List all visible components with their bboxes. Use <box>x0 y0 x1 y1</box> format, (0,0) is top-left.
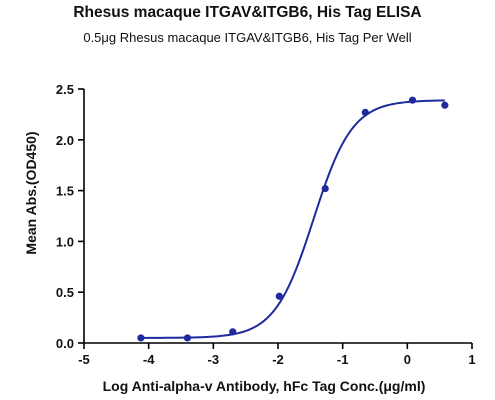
fit-curve <box>140 99 445 339</box>
y-tick-label: 0.5 <box>56 285 74 300</box>
y-axis-label: Mean Abs.(OD450) <box>23 131 39 254</box>
x-tick-label: -2 <box>272 352 284 367</box>
data-point <box>321 184 329 193</box>
y-tick-label: 0.0 <box>56 336 74 351</box>
chart-subtitle: 0.5μg Rhesus macaque ITGAV&ITGB6, His Ta… <box>83 30 412 45</box>
y-tick-label: 1.5 <box>56 184 74 199</box>
x-tick-label: -5 <box>78 352 90 367</box>
data-point <box>183 334 192 342</box>
data-point <box>229 328 237 336</box>
x-axis-label: Log Anti-alpha-v Antibody, hFc Tag Conc.… <box>103 378 426 394</box>
x-tick-label: 0 <box>404 352 411 367</box>
axes: 0.0 0.5 1.0 1.5 2.0 2.5 -5 -4 -3 -2 -1 0 1 <box>56 82 476 367</box>
chart-title: Rhesus macaque ITGAV&ITGB6, His Tag ELIS… <box>73 4 422 21</box>
data-point <box>137 334 145 342</box>
data-marks <box>137 96 449 342</box>
data-point <box>408 96 417 104</box>
y-tick-label: 2.5 <box>56 82 74 97</box>
x-tick-label: 1 <box>468 352 475 367</box>
y-tick-label: 2.0 <box>56 133 74 148</box>
x-tick-label: -4 <box>143 352 155 367</box>
data-point <box>441 101 449 109</box>
data-point <box>275 292 283 300</box>
x-tick-label: -1 <box>337 352 349 367</box>
y-tick-label: 1.0 <box>56 234 74 249</box>
x-tick-label: -3 <box>208 352 220 367</box>
data-point <box>361 108 369 116</box>
